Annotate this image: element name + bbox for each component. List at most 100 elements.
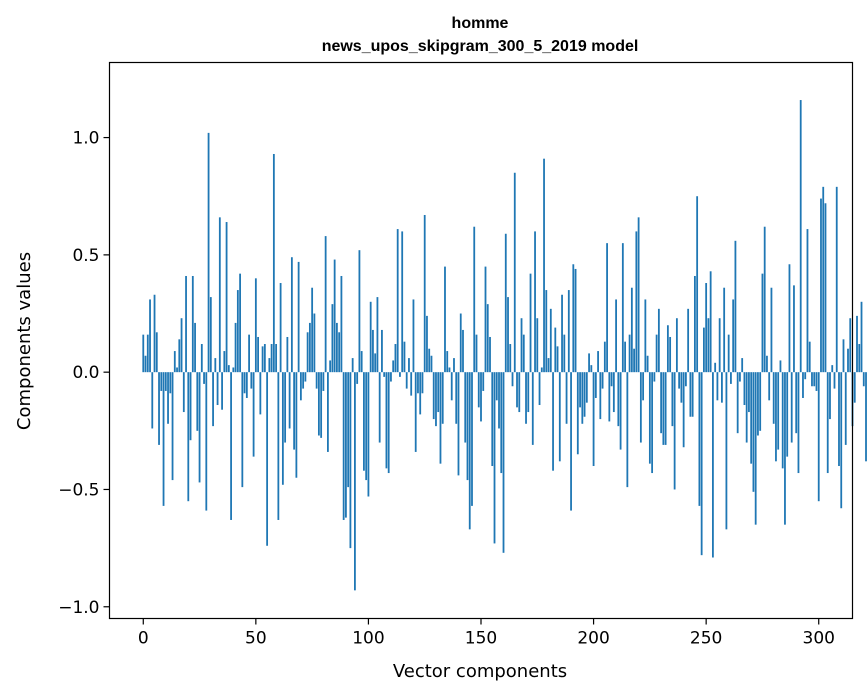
bar-246 [696, 196, 699, 373]
bar-273 [757, 372, 759, 436]
bar-6 [155, 332, 158, 373]
bar-191 [572, 264, 575, 373]
bar-172 [529, 273, 532, 373]
bar-206 [606, 243, 608, 373]
bar-266 [741, 358, 744, 373]
bar-23 [194, 322, 196, 373]
bar-76 [313, 313, 316, 373]
bar-225 [648, 372, 651, 464]
bar-43 [239, 273, 241, 373]
bar-107 [383, 372, 386, 377]
bar-106 [381, 329, 383, 373]
bar-188 [565, 372, 568, 424]
bar-126 [426, 315, 428, 373]
bar-122 [417, 372, 419, 394]
bar-184 [556, 346, 559, 373]
bar-236 [673, 372, 676, 490]
bar-252 [709, 271, 712, 373]
bar-157 [495, 372, 498, 401]
bar-97 [360, 351, 363, 373]
bar-56 [268, 358, 271, 373]
bar-41 [234, 322, 237, 373]
bar-283 [779, 360, 782, 373]
bar-308 [835, 186, 838, 373]
bar-158 [498, 372, 500, 429]
bar-134 [444, 266, 446, 373]
bar-54 [263, 344, 266, 373]
bar-180 [547, 358, 550, 373]
bar-288 [790, 372, 793, 443]
bar-222 [642, 372, 645, 401]
bar-143 [464, 372, 467, 443]
bar-155 [491, 372, 494, 467]
bar-256 [718, 318, 721, 373]
y-tick-label: −1.0 [58, 598, 99, 618]
bar-16 [178, 339, 181, 373]
bar-247 [698, 372, 701, 506]
bar-75 [311, 287, 314, 373]
bar-102 [372, 329, 374, 373]
bar-181 [549, 308, 552, 373]
bar-196 [583, 372, 586, 417]
bar-80 [322, 372, 325, 391]
x-tick-label: 100 [352, 629, 384, 649]
bar-55 [266, 372, 269, 546]
bar-17 [180, 318, 183, 373]
bar-271 [752, 372, 755, 492]
bar-105 [378, 372, 381, 443]
bar-121 [414, 372, 417, 452]
bar-186 [561, 294, 563, 373]
bar-160 [502, 372, 505, 553]
bar-139 [455, 372, 458, 424]
bar-67 [293, 372, 296, 450]
bar-260 [727, 334, 730, 373]
bar-261 [730, 372, 732, 384]
bar-275 [761, 273, 764, 373]
bar-274 [759, 372, 762, 431]
bar-259 [725, 372, 728, 530]
bar-285 [784, 372, 786, 525]
bar-5 [153, 294, 156, 373]
bar-30 [209, 297, 212, 373]
bar-294 [804, 372, 807, 380]
bar-171 [527, 372, 530, 413]
bar-258 [723, 287, 726, 373]
bar-35 [221, 372, 223, 410]
bar-213 [621, 243, 624, 373]
bar-78 [317, 372, 320, 436]
bar-177 [540, 367, 543, 373]
bar-39 [230, 372, 232, 520]
bar-163 [509, 344, 512, 373]
x-tick-label: 200 [577, 629, 609, 649]
bar-272 [754, 372, 757, 525]
bar-279 [770, 287, 773, 373]
bar-114 [399, 372, 401, 377]
bar-90 [345, 372, 347, 518]
bar-32 [214, 358, 217, 373]
bar-282 [777, 372, 780, 450]
bar-128 [430, 355, 433, 373]
bar-209 [612, 372, 615, 413]
bar-223 [644, 299, 647, 373]
x-tick-label: 250 [690, 629, 722, 649]
bar-34 [218, 217, 221, 373]
bar-4 [151, 372, 154, 429]
bar-18 [182, 372, 185, 413]
bar-37 [225, 222, 228, 373]
bar-318 [858, 344, 861, 373]
bar-286 [786, 372, 789, 457]
bar-2 [146, 334, 149, 373]
bar-203 [599, 372, 602, 420]
bar-25 [198, 372, 201, 483]
bar-26 [200, 344, 203, 373]
bar-317 [856, 315, 858, 373]
bar-99 [365, 372, 368, 481]
y-tick-label: −0.5 [58, 480, 99, 500]
bar-151 [482, 372, 485, 391]
bar-280 [772, 372, 775, 424]
bar-88 [340, 275, 343, 373]
bar-70 [299, 372, 302, 401]
bar-8 [160, 372, 163, 391]
bar-265 [739, 372, 741, 382]
bar-31 [212, 372, 214, 427]
